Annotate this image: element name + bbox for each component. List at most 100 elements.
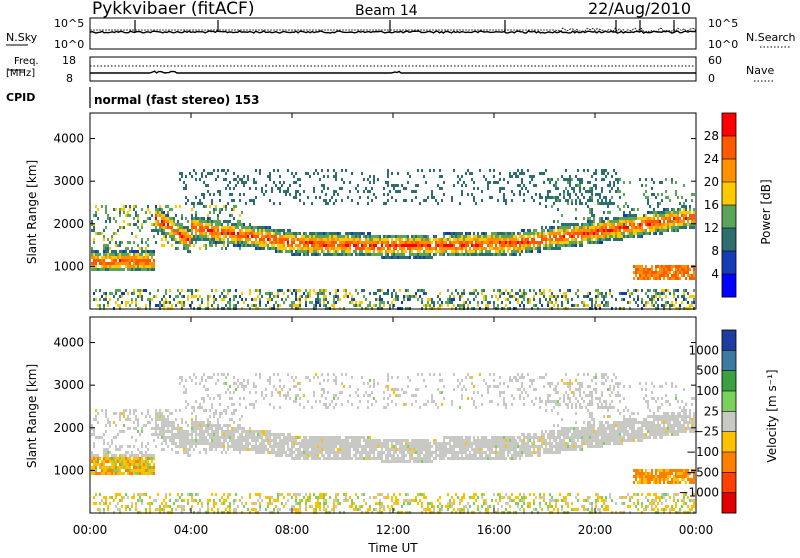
velocity-cell [177,433,179,436]
power-cell [561,235,563,238]
power-cell [359,301,361,304]
power-cell [279,235,281,238]
velocity-cell [127,415,129,418]
power-cell [517,238,519,241]
power-cell [241,223,243,226]
power-cell [345,235,347,238]
velocity-cell [137,499,139,502]
power-cell [125,253,127,256]
power-cell [569,232,571,235]
power-cell [149,217,151,220]
power-cell [595,184,597,187]
power-cell [371,241,373,244]
power-cell [121,256,123,259]
power-cell [139,247,141,250]
power-cell [487,187,489,190]
power-cell [233,298,235,301]
power-cell [683,220,685,223]
power-cell [317,247,319,250]
power-cell [239,223,241,226]
power-cell [255,298,257,301]
power-cell [191,301,193,304]
power-cell [219,295,221,298]
velocity-cell [269,382,271,385]
power-cell [397,298,399,301]
power-cell [323,250,325,253]
power-cell [147,298,149,301]
power-cell [383,247,385,250]
power-cell [465,238,467,241]
power-cell [563,235,565,238]
velocity-cell [239,448,241,451]
power-cell [249,223,251,226]
power-cell [281,247,283,250]
power-cell [229,187,231,190]
power-cell [135,268,137,271]
velocity-cell [103,442,105,445]
velocity-cell [133,493,135,496]
power-cell [351,235,353,238]
power-cell [319,235,321,238]
velocity-cell [145,460,147,463]
power-cell [135,262,137,265]
power-cell [561,301,563,304]
power-cell [461,304,463,307]
power-cell [93,253,95,256]
power-cell [347,196,349,199]
power-cell [439,169,441,172]
power-cell [397,238,399,241]
velocity-cell [181,445,183,448]
power-cell [619,196,621,199]
power-cell [521,235,523,238]
velocity-cell [251,403,253,406]
velocity-cell [181,493,183,496]
power-cell [415,292,417,295]
power-cell [193,235,195,238]
power-cell [333,235,335,238]
power-cell [615,220,617,223]
power-cell [367,235,369,238]
power-cell [645,274,647,277]
power-cell [191,295,193,298]
velocity-cell [135,469,137,472]
power-cell [605,304,607,307]
velocity-cell [157,415,159,418]
power-cell [563,178,565,181]
power-cell [317,235,319,238]
velocity-cell [127,457,129,460]
power-cell [683,271,685,274]
power-cell [129,205,131,208]
power-cell [135,235,137,238]
power-cell [281,250,283,253]
power-cell [169,289,171,292]
power-cell [207,220,209,223]
power-cell [681,295,683,298]
beam-label: Beam 14 [355,3,418,19]
power-cell [207,238,209,241]
power-cell [345,238,347,241]
power-cell [523,295,525,298]
power-cell [325,235,327,238]
velocity-cell [101,466,103,469]
velocity-cell [107,418,109,421]
velocity-cell [189,445,191,448]
velocity-cell [213,499,215,502]
power-cell [335,190,337,193]
power-cell [343,235,345,238]
velocity-cell [217,373,219,376]
power-cell [595,238,597,241]
power-cell [657,271,659,274]
power-cell [325,304,327,307]
power-cell [93,238,95,241]
power-cell [459,235,461,238]
power-cell [617,217,619,220]
power-cell [181,172,183,175]
power-cell [423,256,425,259]
power-cell [595,289,597,292]
velocity-cell [237,427,239,430]
velocity-cell [117,433,119,436]
power-cell [557,178,559,181]
power-cell [333,169,335,172]
power-cell [615,235,617,238]
power-cell [115,250,117,253]
